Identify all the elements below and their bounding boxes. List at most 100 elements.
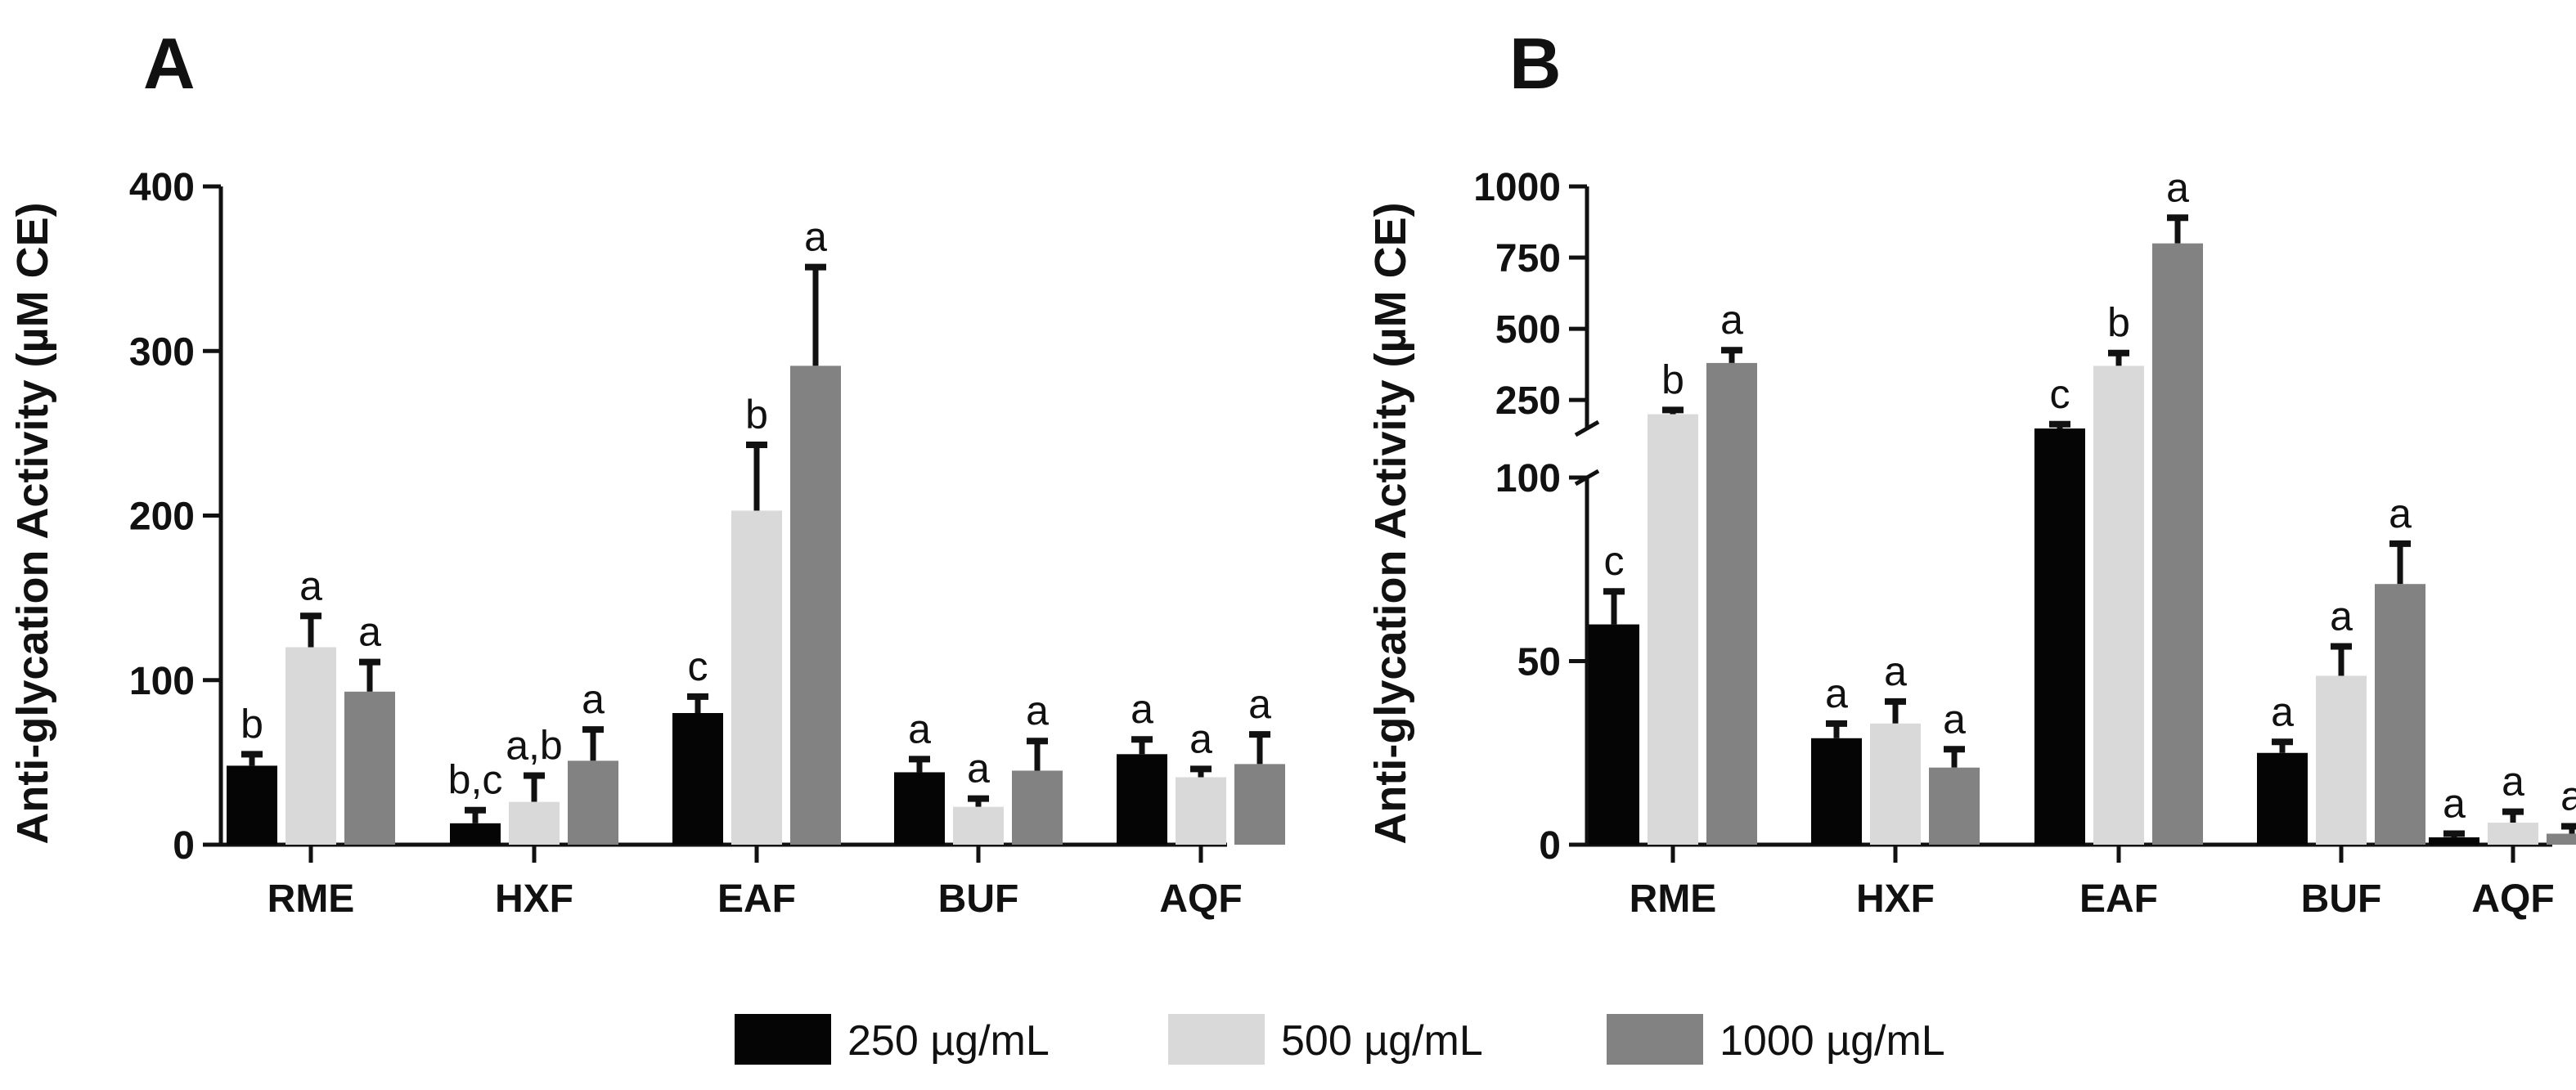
panel-a-bar-hxf-1000 — [568, 760, 618, 845]
panel-a-bar-aqf-1000 — [1234, 764, 1285, 845]
panel-b-bar-hxf-250-significance-label: a — [1825, 671, 1848, 716]
panel-a-bar-rme-1000-significance-label: a — [358, 609, 381, 655]
panel-b-y-axis-label: Anti-glycation Activity (µM CE) — [1366, 202, 1415, 844]
panel-a-bar-aqf-250 — [1117, 754, 1167, 845]
panel-b-x-tick-label-rme: RME — [1630, 877, 1717, 921]
panel-b-bar-hxf-500 — [1870, 723, 1921, 845]
legend-item-500: 500 µg/mL — [1168, 1014, 1483, 1065]
panel-a-bar-rme-250 — [227, 765, 277, 845]
panel-b-bar-rme-1000 — [1706, 362, 1757, 845]
panel-b-bar-buf-1000-significance-label: a — [2389, 491, 2412, 536]
panel-a-bar-hxf-1000-significance-label: a — [582, 676, 605, 722]
panel-b-bar-buf-500 — [2316, 675, 2367, 845]
panel-b-bar-aqf-500-significance-label: a — [2502, 759, 2524, 805]
panel-b-y-tick-label: 500 — [1495, 308, 1561, 352]
panel-a-y-axis-label: Anti-glycation Activity (µM CE) — [8, 202, 57, 844]
legend-label-500: 500 µg/mL — [1281, 1017, 1483, 1065]
panel-b-bar-eaf-500 — [2093, 366, 2144, 845]
panel-a-bar-buf-1000 — [1012, 770, 1063, 845]
panel-b-y-tick-label: 50 — [1517, 641, 1561, 684]
panel-b-bar-aqf-500 — [2488, 823, 2538, 845]
panel-b-bar-eaf-1000 — [2152, 243, 2203, 845]
panel-a-bar-rme-500-significance-label: a — [299, 563, 322, 608]
panel-a-bar-buf-500-significance-label: a — [967, 746, 990, 792]
panel-b-bar-eaf-500-significance-label: b — [2107, 300, 2130, 346]
panel-a-y-tick-label: 0 — [173, 824, 195, 868]
panel-a-bar-buf-250 — [894, 772, 945, 845]
panel-a-bar-buf-500 — [953, 806, 1004, 845]
panel-a-bar-eaf-1000 — [790, 366, 841, 845]
panel-a-bar-hxf-500-significance-label: a,b — [506, 722, 563, 768]
panel-b-y-tick-label: 250 — [1495, 379, 1561, 423]
panel-a-bar-aqf-1000-significance-label: a — [1248, 681, 1271, 727]
panel-b-x-tick-label-aqf: AQF — [2471, 877, 2554, 921]
panel-a-bar-rme-500 — [285, 647, 336, 845]
panel-b-bar-rme-250 — [1589, 624, 1639, 845]
panel-b-x-ticks: RME HXF EAF BUF AQF — [1630, 845, 2555, 921]
panel-b-bar-eaf-1000-significance-label: a — [2166, 164, 2189, 210]
panel-a-x-tick-label-rme: RME — [267, 877, 355, 921]
panel-a-bar-hxf-250 — [450, 823, 501, 845]
panel-a-y-tick-label: 300 — [129, 330, 195, 374]
panel-a-y-tick-label: 100 — [129, 660, 195, 703]
panel-b-bar-buf-1000 — [2375, 584, 2425, 845]
panel-b-bar-aqf-250 — [2429, 837, 2479, 845]
panel-b-letter: B — [1509, 23, 1562, 104]
panel-b-bar-rme-250-significance-label: c — [1604, 538, 1625, 584]
panel-a-y-ticks: 0 100 200 300 400 — [129, 166, 221, 868]
panel-a-bar-aqf-500-significance-label: a — [1189, 715, 1212, 761]
panel-a-bar-eaf-1000-significance-label: a — [804, 214, 827, 260]
panel-a-bar-hxf-250-significance-label: b,c — [448, 757, 503, 803]
panel-a-bar-eaf-500-significance-label: b — [745, 392, 768, 437]
panel-a-bar-aqf-500 — [1176, 777, 1226, 845]
legend-item-250: 250 µg/mL — [735, 1014, 1050, 1065]
panel-b-bar-buf-500-significance-label: a — [2330, 594, 2353, 639]
legend-swatch-250 — [735, 1014, 831, 1065]
panel-b-bar-aqf-1000 — [2547, 833, 2576, 845]
panel-b-y-tick-label: 0 — [1539, 824, 1561, 868]
panel-b-x-tick-label-hxf: HXF — [1856, 877, 1935, 921]
panel-a-x-tick-label-eaf: EAF — [717, 877, 796, 921]
panel-b: B Anti-glycation Activity (µM CE) 0 50 100… — [1366, 23, 2576, 921]
panel-b-y-ticks: 0 50 100 250 500 750 1000 — [1473, 166, 1587, 868]
panel-a-x-tick-label-hxf: HXF — [495, 877, 573, 921]
panel-b-bar-eaf-250-significance-label: c — [2050, 371, 2070, 417]
panel-b-axis-break-mark-upper — [1574, 419, 1600, 437]
panel-b-bar-eaf-250 — [2034, 428, 2085, 845]
panel-b-bar-hxf-500-significance-label: a — [1884, 648, 1907, 694]
panel-b-bar-rme-500-significance-label: b — [1661, 357, 1684, 402]
legend-swatch-1000 — [1607, 1014, 1703, 1065]
legend: 250 µg/mL 500 µg/mL 1000 µg/mL — [735, 1014, 1945, 1065]
legend-item-1000: 1000 µg/mL — [1607, 1014, 1945, 1065]
panel-b-x-tick-label-buf: BUF — [2301, 877, 2382, 921]
panel-a-x-tick-label-buf: BUF — [938, 877, 1019, 921]
panel-b-y-tick-label: 750 — [1495, 237, 1561, 280]
panel-a-x-ticks: RME HXF EAF BUF AQF — [267, 845, 1243, 921]
panel-b-bar-aqf-1000-significance-label: a — [2560, 774, 2576, 819]
panel-a-y-tick-label: 200 — [129, 496, 195, 539]
panel-b-x-tick-label-eaf: EAF — [2079, 877, 2158, 921]
panel-a-bar-rme-250-significance-label: b — [241, 701, 263, 747]
panel-a-bar-eaf-250-significance-label: c — [688, 644, 708, 689]
panel-a-letter: A — [143, 23, 196, 104]
panel-b-bar-buf-250 — [2257, 752, 2308, 845]
panel-b-bar-rme-1000-significance-label: a — [1720, 297, 1743, 343]
legend-label-250: 250 µg/mL — [847, 1017, 1050, 1065]
panel-b-y-tick-label: 1000 — [1473, 166, 1561, 209]
panel-a-y-tick-label: 400 — [129, 166, 195, 209]
panel-b-bar-hxf-1000 — [1929, 767, 1980, 845]
panel-a-bar-eaf-500 — [731, 510, 782, 845]
panel-a-bar-hxf-500 — [509, 801, 560, 845]
panel-b-bar-rme-500 — [1648, 414, 1698, 845]
panel-a-bar-eaf-250 — [672, 713, 723, 845]
panel-a-bar-buf-250-significance-label: a — [908, 706, 931, 751]
panel-a-bar-aqf-250-significance-label: a — [1131, 686, 1153, 732]
panel-b-bar-aqf-250-significance-label: a — [2443, 781, 2466, 827]
legend-label-1000: 1000 µg/mL — [1720, 1017, 1945, 1065]
panel-a: A Anti-glycation Activity (µM CE) 0 100 20… — [8, 23, 1285, 921]
panel-b-bar-hxf-250 — [1811, 738, 1862, 845]
panel-b-y-tick-label: 100 — [1495, 457, 1561, 500]
